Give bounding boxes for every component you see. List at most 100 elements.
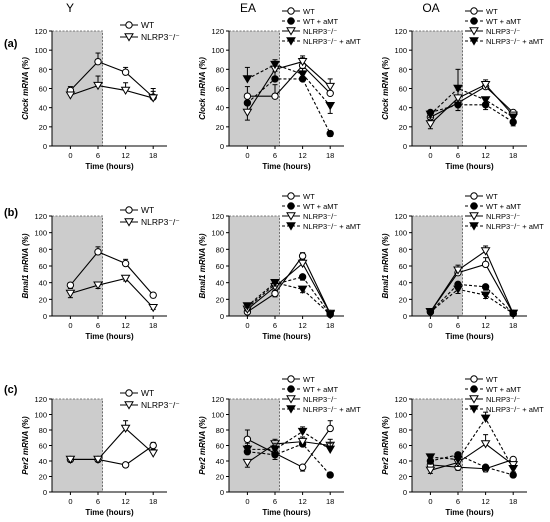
series-line (430, 104, 514, 123)
data-point (121, 461, 130, 469)
chart-panel-a-OA: 0 20 40 60 80 100 120 0 6 12 18 Time (hours) Clock m… (381, 7, 544, 171)
x-tick-label: 12 (298, 497, 306, 506)
data-point (271, 92, 279, 100)
y-tick-label: 0 (43, 312, 47, 321)
data-point (453, 84, 463, 94)
chart-panel-b-EA: 0 20 40 60 80 100 120 0 6 12 18 Time (hours) Bmal1 m… (198, 192, 361, 341)
series-line (247, 63, 331, 107)
data-point (326, 424, 334, 433)
y-tick-label: 100 (394, 411, 407, 420)
y-tick-label: 80 (399, 245, 407, 254)
chart-panel-c-EA: 0 20 40 60 80 100 120 0 6 12 18 Time (hours) Per2 mR… (198, 375, 361, 517)
legend-marker (469, 405, 479, 414)
legend-label: NLRP3⁻/⁻ (141, 400, 180, 410)
column-header-ea: EA (240, 1, 256, 15)
column-header-y: Y (66, 1, 74, 15)
y-tick-label: 80 (216, 245, 224, 254)
y-tick-label: 120 (34, 27, 47, 36)
chart-panel-a-Y: 0 20 40 60 80 100 120 0 6 12 18 Time (hours) Clock m… (21, 20, 180, 171)
y-tick-label: 40 (399, 279, 407, 288)
legend-label: NLRP3⁻/⁻ (141, 217, 180, 227)
legend-marker (286, 405, 296, 414)
data-point (508, 309, 519, 319)
y-tick-label: 60 (216, 85, 224, 94)
legend: WT NLRP3⁻/⁻ (120, 205, 180, 227)
y-axis-title: Clock mRNA (%) (198, 57, 207, 120)
data-point (148, 449, 159, 458)
y-tick-label: 0 (403, 488, 407, 497)
data-point (93, 455, 103, 465)
x-tick-label: 18 (149, 497, 157, 506)
data-point (298, 273, 307, 281)
series-line (69, 251, 154, 296)
y-tick-label: 40 (399, 104, 407, 113)
y-axis-title: Bmal1 mRNA (%) (198, 233, 207, 298)
legend-marker (469, 27, 479, 36)
series-line (247, 276, 331, 315)
y-tick-label: 100 (34, 411, 47, 420)
data-point (270, 278, 280, 288)
series-line (430, 83, 514, 125)
y-tick-label: 80 (399, 65, 407, 74)
x-tick-label: 6 (456, 321, 460, 330)
legend-label: WT + aMT (486, 202, 521, 211)
data-point (480, 80, 491, 90)
legend-label: NLRP3⁻/⁻ + aMT (486, 222, 544, 231)
x-tick-label: 18 (149, 151, 157, 160)
series-line (247, 282, 331, 315)
series-line (430, 283, 514, 314)
y-tick-label: 20 (39, 473, 47, 482)
y-axis-title: Per2 mRNA (%) (21, 416, 30, 475)
data-point (93, 281, 103, 290)
y-tick-label: 80 (39, 245, 47, 254)
y-tick-label: 60 (399, 85, 407, 94)
legend-marker (469, 222, 479, 231)
legend-label: NLRP3⁻/⁻ (303, 395, 337, 404)
y-tick-label: 0 (403, 312, 407, 321)
legend-label: NLRP3⁻/⁻ (141, 32, 180, 42)
x-tick-label: 6 (456, 497, 460, 506)
legend-marker (125, 389, 133, 397)
x-axis-title: Time (hours) (445, 332, 494, 341)
series-line (70, 427, 154, 461)
legend-label: WT + aMT (303, 385, 338, 394)
legend-label: NLRP3⁻/⁻ (486, 27, 520, 36)
shaded-region (228, 398, 280, 493)
x-tick-label: 18 (509, 497, 517, 506)
shaded-region (51, 215, 103, 317)
data-point (325, 310, 336, 319)
legend-label: WT + aMT (303, 202, 338, 211)
x-tick-label: 12 (298, 151, 306, 160)
y-tick-label: 20 (399, 123, 407, 132)
y-tick-label: 20 (216, 473, 224, 482)
shaded-region (228, 215, 280, 317)
y-tick-label: 0 (43, 142, 47, 151)
chart-panel-b-OA: 0 20 40 60 80 100 120 0 6 12 18 Time (hours) Bmal1 m… (381, 192, 544, 341)
legend-marker (470, 375, 478, 383)
series-line (70, 61, 154, 98)
data-point (508, 113, 519, 122)
x-tick-label: 0 (428, 321, 432, 330)
series-1 (65, 75, 159, 103)
data-point (481, 260, 490, 269)
series-2 (242, 55, 336, 121)
legend-label: WT + aMT (303, 17, 338, 26)
data-point (481, 463, 490, 471)
series-line (70, 85, 154, 99)
x-tick-label: 0 (245, 321, 249, 330)
data-point (243, 92, 252, 100)
data-point (508, 465, 519, 474)
y-tick-label: 20 (216, 123, 224, 132)
series-3 (242, 426, 336, 454)
legend-marker (469, 395, 479, 404)
legend-marker (287, 17, 295, 25)
series-line (247, 262, 331, 314)
y-tick-label: 120 (211, 27, 224, 36)
x-tick-label: 0 (428, 151, 432, 160)
x-tick-label: 12 (121, 497, 129, 506)
y-tick-label: 0 (403, 142, 407, 151)
legend-marker (125, 206, 133, 214)
series-line (430, 417, 514, 470)
series-3 (242, 278, 336, 319)
